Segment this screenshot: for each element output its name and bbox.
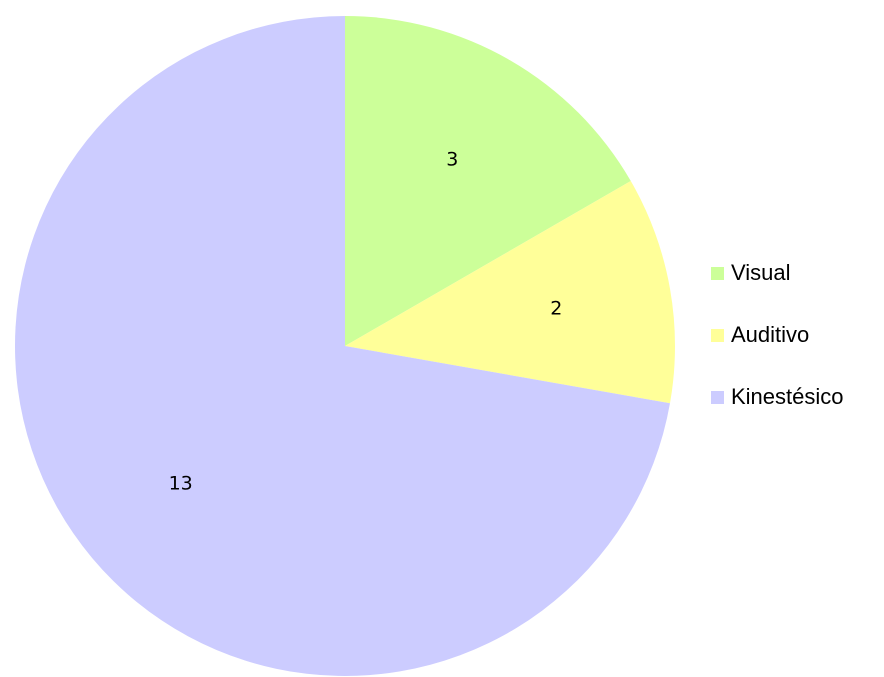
legend-label: Auditivo — [731, 322, 809, 347]
pie-slice — [345, 16, 631, 346]
data-label: 13 — [169, 472, 193, 494]
legend-swatch — [711, 391, 724, 404]
legend-swatch — [711, 329, 724, 342]
legend-swatch — [711, 267, 724, 280]
data-label: 2 — [550, 297, 562, 319]
pie-slice — [345, 181, 675, 404]
legend-label: Kinestésico — [731, 384, 844, 409]
pie-slice — [14, 16, 670, 676]
data-label: 3 — [446, 149, 458, 171]
legend-label: Visual — [731, 260, 791, 285]
